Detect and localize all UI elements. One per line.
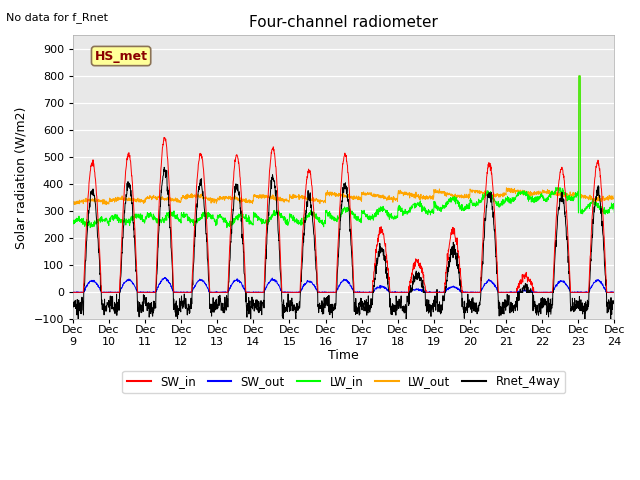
SW_out xyxy=(501,289,509,295)
Line: SW_out: SW_out xyxy=(73,277,614,292)
Rnet_4way xyxy=(173,319,181,325)
Rnet_4way xyxy=(611,300,618,306)
Line: SW_in: SW_in xyxy=(73,138,614,292)
LW_in xyxy=(220,215,228,221)
SW_in xyxy=(220,289,228,295)
LW_out xyxy=(69,201,77,207)
SW_in xyxy=(160,135,168,141)
LW_in xyxy=(360,209,367,215)
SW_out xyxy=(69,289,77,295)
Line: LW_in: LW_in xyxy=(73,76,614,228)
Rnet_4way xyxy=(578,304,586,310)
Rnet_4way xyxy=(563,237,571,242)
SW_in xyxy=(563,208,570,214)
LW_in xyxy=(563,193,570,199)
LW_out xyxy=(611,192,618,198)
SW_in xyxy=(69,289,77,295)
Text: No data for f_Rnet: No data for f_Rnet xyxy=(6,12,108,23)
SW_out xyxy=(578,289,586,295)
LW_in xyxy=(371,213,379,218)
LW_out xyxy=(220,197,228,203)
LW_out xyxy=(360,190,367,196)
SW_out xyxy=(371,286,379,291)
LW_in xyxy=(611,209,618,215)
Rnet_4way xyxy=(371,267,379,273)
X-axis label: Time: Time xyxy=(328,349,359,362)
LW_out xyxy=(578,192,586,198)
Line: LW_out: LW_out xyxy=(73,76,614,204)
SW_out xyxy=(563,283,570,288)
LW_out xyxy=(575,73,583,79)
LW_in xyxy=(69,219,77,225)
LW_out xyxy=(501,192,509,197)
Text: HS_met: HS_met xyxy=(95,49,148,62)
SW_out xyxy=(611,289,618,295)
Rnet_4way xyxy=(360,304,367,310)
SW_in xyxy=(501,289,509,295)
LW_in xyxy=(575,73,583,79)
LW_in xyxy=(501,200,509,205)
SW_out xyxy=(220,289,228,295)
Line: Rnet_4way: Rnet_4way xyxy=(73,168,614,322)
LW_in xyxy=(86,225,94,230)
Rnet_4way xyxy=(221,307,228,312)
SW_out xyxy=(161,275,169,280)
SW_in xyxy=(360,289,367,295)
Rnet_4way xyxy=(69,304,77,310)
LW_out xyxy=(371,192,379,197)
Title: Four-channel radiometer: Four-channel radiometer xyxy=(249,15,438,30)
Rnet_4way xyxy=(161,165,168,170)
LW_out xyxy=(563,192,570,197)
SW_in xyxy=(611,289,618,295)
Legend: SW_in, SW_out, LW_in, LW_out, Rnet_4way: SW_in, SW_out, LW_in, LW_out, Rnet_4way xyxy=(122,371,565,393)
Y-axis label: Solar radiation (W/m2): Solar radiation (W/m2) xyxy=(15,106,28,249)
Rnet_4way xyxy=(501,300,509,305)
SW_out xyxy=(360,289,367,295)
LW_out xyxy=(102,202,110,207)
SW_in xyxy=(371,263,379,268)
LW_in xyxy=(578,211,586,216)
SW_in xyxy=(578,289,586,295)
